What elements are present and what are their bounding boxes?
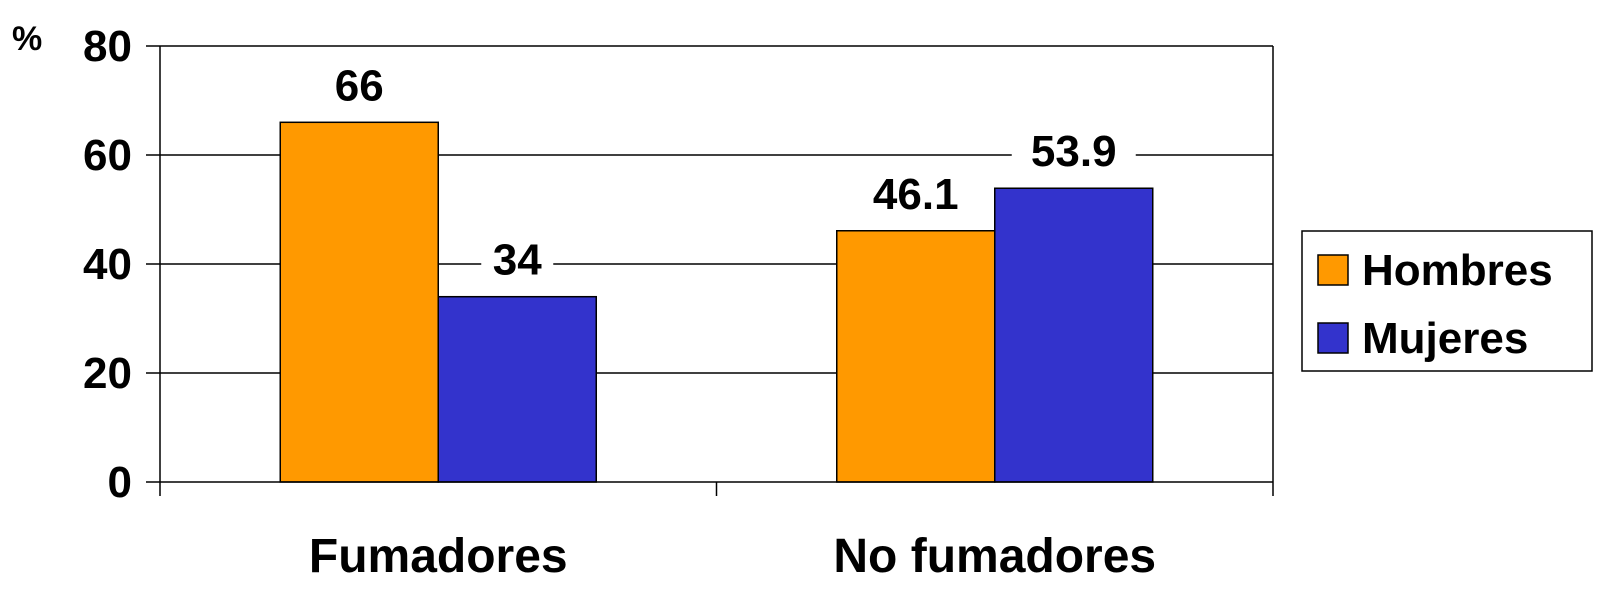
x-category-label: No fumadores [833,530,1156,583]
legend: Hombres Mujeres [1301,230,1593,372]
bar [836,230,996,483]
y-tick-label: 20 [83,349,132,398]
data-label-bg [323,60,396,111]
legend-swatch [1317,254,1349,286]
legend-box [1301,230,1593,372]
x-category-labels: Fumadores No fumadores [309,530,1156,583]
bar [437,295,597,483]
y-tick-label: 80 [83,22,132,71]
data-labels: 66 34 46.1 53.9 [323,60,1136,285]
y-tick-label: 0 [108,458,132,507]
y-unit-label: % [12,20,42,58]
legend-label: Hombres [1362,246,1553,295]
bar [994,187,1154,483]
data-label-bg [481,234,554,285]
data-label-bg [1011,126,1136,177]
y-tick-label: 60 [83,131,132,180]
data-label-bg [853,168,978,219]
data-label: 46.1 [873,170,959,219]
data-label: 66 [335,61,384,110]
data-label: 53.9 [1031,127,1117,176]
y-tick-label: 40 [83,240,132,289]
bar [279,121,439,483]
x-category-label: Fumadores [309,530,568,583]
axes [146,45,1274,496]
legend-label: Mujeres [1362,314,1528,363]
bars [279,121,1154,483]
y-tick-labels: 0 20 40 60 80 [83,22,132,507]
legend-swatch [1317,322,1349,354]
data-label: 34 [493,236,542,285]
